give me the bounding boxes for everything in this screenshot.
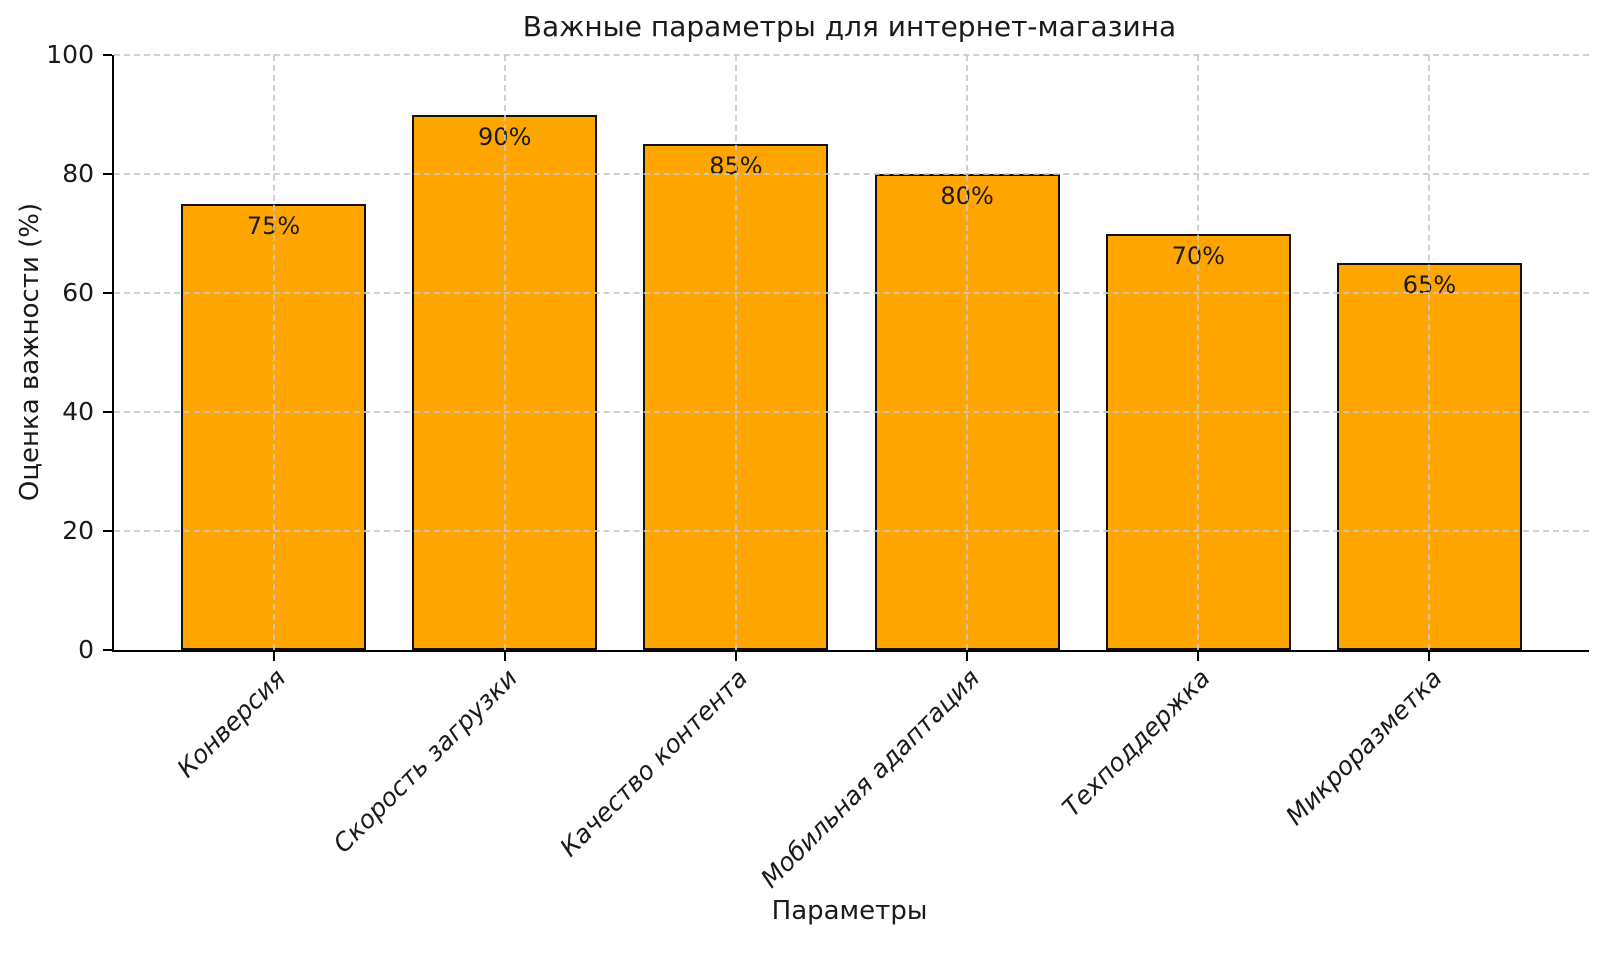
- x-tick-mark: [1197, 652, 1200, 661]
- y-tick-mark: [103, 54, 112, 56]
- x-tick-mark: [734, 652, 737, 661]
- x-tick-label-1: Конверсия: [171, 663, 292, 784]
- x-tick-label-6: Микроразметка: [1279, 663, 1448, 831]
- y-tick-label: 60: [62, 278, 94, 307]
- x-tick-mark: [966, 652, 969, 661]
- bar-3: 85%: [643, 144, 829, 650]
- y-axis-label: Оценка важности (%): [15, 202, 45, 502]
- gridline-horizontal: [114, 173, 1589, 175]
- bar-6: 65%: [1337, 263, 1522, 650]
- x-tick-label-5: Техподдержка: [1057, 663, 1217, 823]
- bar-value-label: 70%: [1171, 241, 1225, 270]
- x-tick-label-3: Качество контента: [554, 663, 754, 863]
- x-tick-mark: [503, 652, 506, 661]
- bar-4: 80%: [874, 174, 1060, 650]
- bar-value-label: 75%: [246, 211, 301, 240]
- x-tick-mark: [272, 652, 275, 661]
- bar-value-label: 90%: [478, 122, 532, 151]
- bar-value-label: 85%: [709, 152, 763, 181]
- bar-1: 75%: [181, 203, 366, 650]
- y-tick-label: 0: [78, 635, 94, 664]
- y-tick-mark: [103, 649, 112, 651]
- plot-area: 0 20 40 60 80 100 75% Конверсия 90% Скорость загр…: [46, 40, 1589, 893]
- y-tick-mark: [103, 530, 112, 532]
- y-tick-mark: [103, 411, 112, 413]
- bar-value-label: 65%: [1402, 271, 1457, 300]
- y-tick-mark: [103, 292, 112, 294]
- x-tick-label-2: Скорость загрузки: [327, 663, 523, 859]
- chart-title: Важные параметры для интернет-магазина: [522, 10, 1177, 43]
- bar-5: 70%: [1105, 233, 1291, 650]
- y-tick-label: 80: [62, 159, 94, 188]
- gridline-horizontal: [114, 54, 1589, 56]
- y-tick-label: 40: [62, 397, 94, 426]
- y-tick-label: 100: [46, 40, 94, 69]
- bar-value-label: 80%: [940, 182, 994, 210]
- x-tick-label-4: Мобильная адаптация: [754, 663, 985, 894]
- y-tick-mark: [103, 173, 112, 175]
- x-axis-label: Параметры: [771, 896, 928, 926]
- y-tick-label: 20: [62, 516, 94, 545]
- bar-2: 90%: [412, 114, 598, 650]
- x-tick-mark: [1428, 652, 1431, 661]
